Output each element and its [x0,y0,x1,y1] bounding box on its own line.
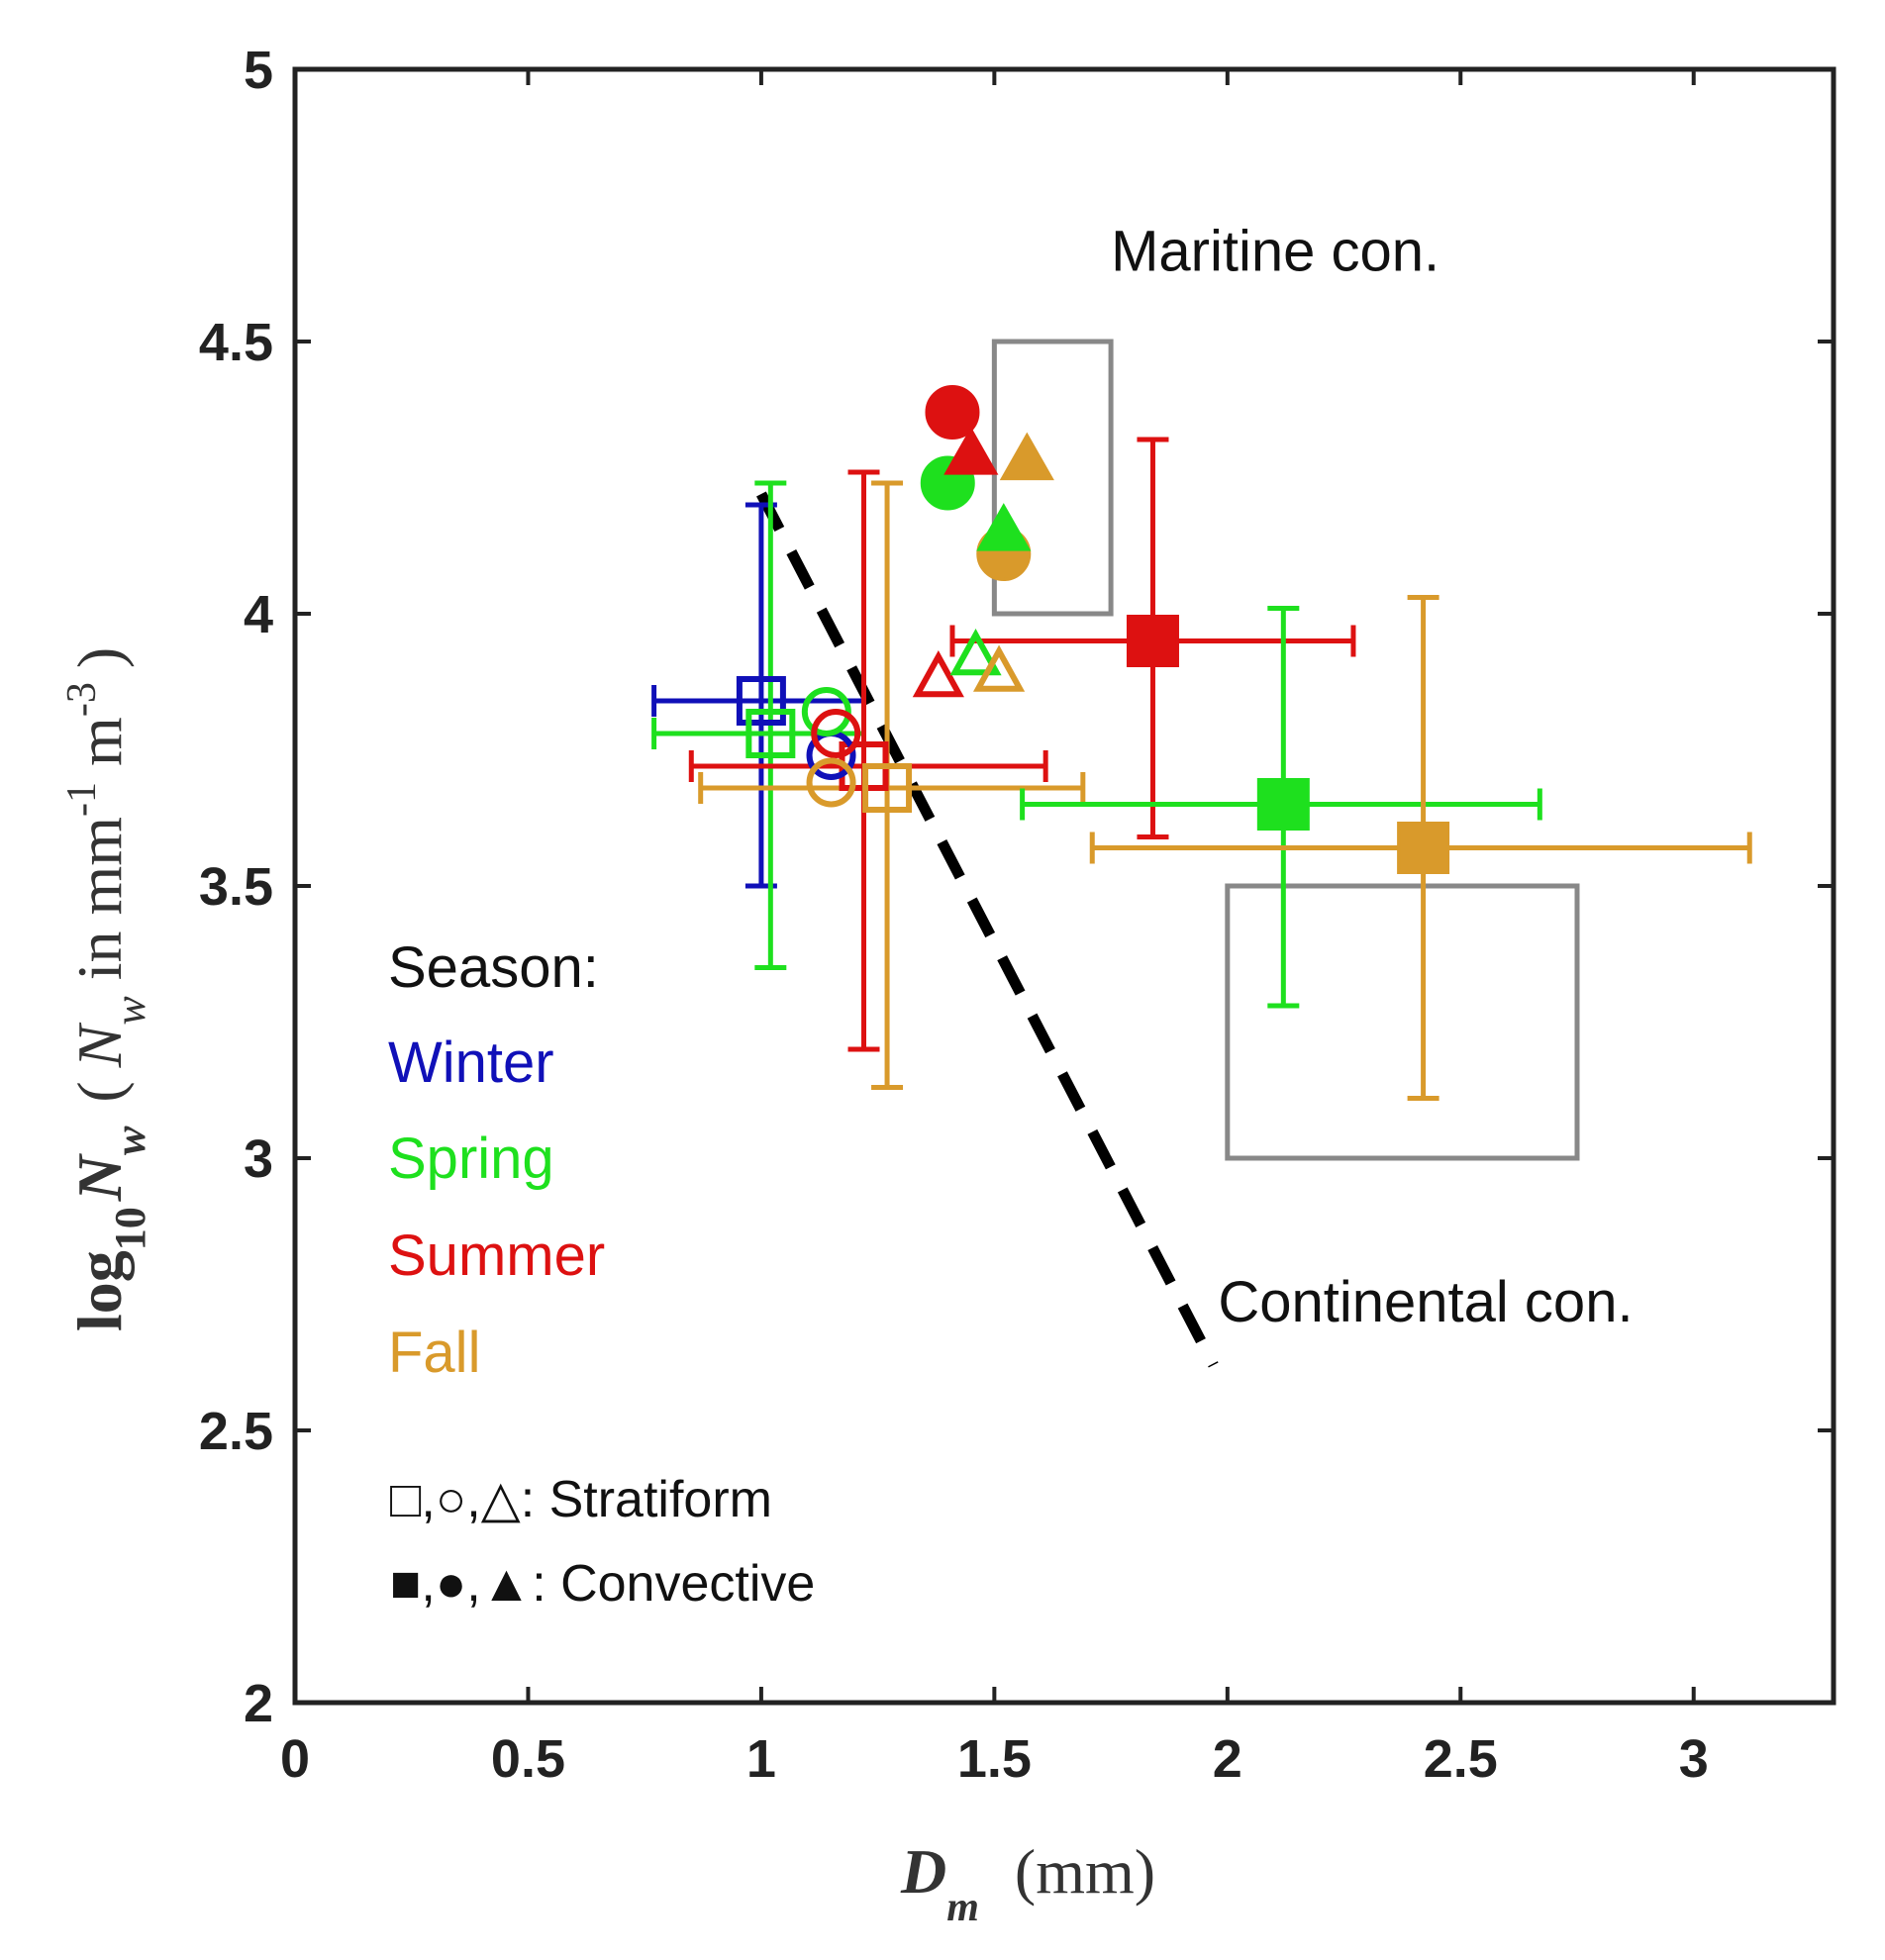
y-tick-label: 3.5 [199,857,273,917]
marker-summer-stratiform-circle [811,709,861,758]
x-tick-label: 0.5 [491,1729,565,1789]
marker-fall-convective-triangle [999,432,1054,481]
y-tick-label: 4.5 [199,313,273,372]
marker-spring-convective-square [1256,778,1310,831]
marker-summer-convective-square [1126,615,1179,667]
legend-entry-spring: Spring [388,1127,554,1191]
marker-winter-stratiform-square [736,676,786,726]
marker-spring-stratiform-square [745,709,796,758]
y-axis-paren-symbol: N [64,1022,135,1068]
marker-fall-stratiform-triangle [972,644,1026,692]
axis-ticks: 0 0.5 1 1.5 2 2.5 3 2 2.5 3 3.5 4 4.5 5 [199,41,1834,1789]
marker-fall-stratiform-circle [806,757,856,808]
y-tick-label: 5 [244,41,273,100]
marker-fall-stratiform-square [862,763,913,813]
y-axis-prefix: log [64,1250,135,1331]
y-axis-exp2: -3 [59,682,105,717]
y-axis-exp1: -1 [59,782,105,817]
legend: Season: Winter Spring Summer Fall □,○,△:… [388,935,815,1613]
annotation-continental: Continental con. [1218,1270,1633,1334]
y-axis-unit-m: m [64,717,135,782]
marker-spring-stratiform-circle [801,687,851,736]
regions [991,339,1580,1161]
legend-title: Season: [388,935,599,1000]
legend-stratiform-label: : Stratiform [521,1471,772,1528]
marker-spring-convective-triangle [976,503,1032,551]
legend-convective: ■,●,▲: Convective [390,1555,815,1613]
separator-dashed-line [756,491,1219,1368]
legend-convective-symbols: ■,●,▲ [390,1555,532,1613]
x-tick-label: 1.5 [957,1729,1032,1789]
region-box-continental [1225,883,1580,1161]
marker-fall-convective-square [1397,822,1450,874]
marker-summer-convective-circle [925,385,980,440]
y-tick-label: 2.5 [199,1402,273,1461]
region-box-maritime [991,339,1114,617]
y-tick-label: 4 [244,585,273,644]
x-axis-subscript: m [946,1885,979,1930]
y-tick-label: 2 [244,1674,273,1733]
y-axis-prefix-sub: 10 [106,1207,154,1250]
x-axis-unit: (mm) [1015,1836,1155,1907]
legend-entry-fall: Fall [388,1321,480,1385]
y-axis-paren-open: ( [64,1081,135,1102]
legend-convective-label: : Convective [532,1555,815,1613]
y-tick-label: 3 [244,1129,273,1189]
x-tick-label: 1 [746,1729,776,1789]
legend-entry-summer: Summer [388,1224,605,1288]
x-axis-symbol: D [900,1836,946,1907]
marker-summer-convective-triangle [943,427,999,475]
y-axis-unit-text: in mm [64,817,135,996]
legend-entry-winter: Winter [388,1030,554,1095]
plot-frame [292,66,1836,1706]
y-axis-symbol: N [64,1152,135,1202]
y-axis-symbol-sub: w [106,1126,154,1155]
x-axis-label: Dm (mm) [900,1836,1155,1930]
x-tick-label: 3 [1679,1729,1709,1789]
y-axis-paren-symbol-sub: w [106,996,154,1026]
x-tick-label: 2 [1213,1729,1242,1789]
y-axis-paren-close: ) [64,647,135,668]
error-bars [651,437,1752,1101]
legend-stratiform-symbols: □,○,△ [390,1471,521,1528]
y-axis-label: log10 Nw ( Nw in mm-1 m-3) [59,647,154,1331]
data-markers [736,385,1450,874]
x-tick-label: 2.5 [1424,1729,1498,1789]
annotation-maritime: Maritine con. [1111,220,1439,284]
legend-stratiform: □,○,△: Stratiform [390,1471,772,1528]
x-tick-label: 0 [280,1729,310,1789]
marker-spring-stratiform-triangle [949,628,1002,676]
marker-summer-stratiform-triangle [912,649,964,698]
